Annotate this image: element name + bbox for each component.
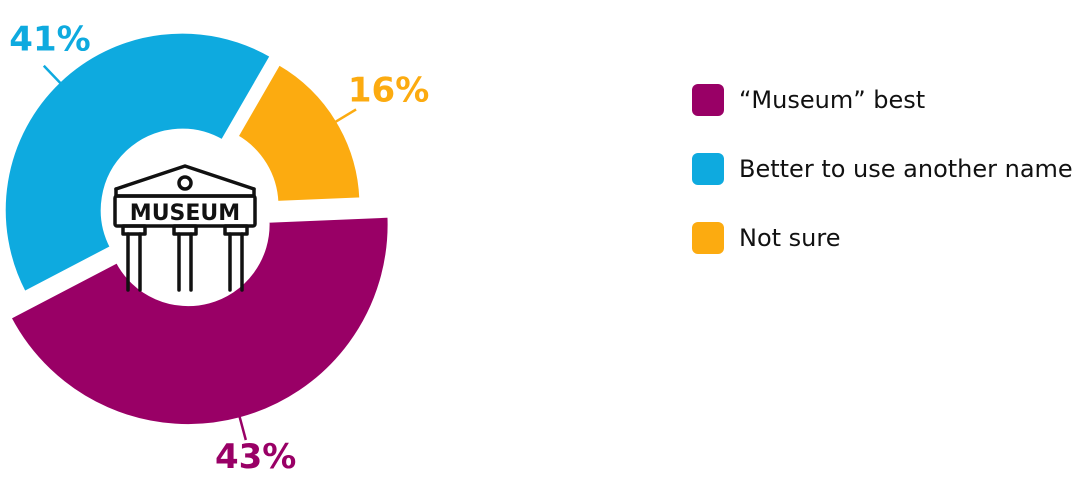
- museum-building-icon: MUSEUM: [105, 133, 265, 293]
- slice-museum-best: [7, 214, 391, 428]
- legend-swatch-another-name: [692, 153, 724, 185]
- legend-swatch-not-sure: [692, 222, 724, 254]
- leader-line: [238, 416, 248, 441]
- leader-line: [334, 108, 357, 123]
- slice-another-name: [2, 30, 274, 295]
- legend-label: Better to use another name: [739, 155, 1073, 183]
- legend: “Museum” best Better to use another name…: [692, 80, 1073, 287]
- leader-line: [42, 64, 62, 84]
- value-label-museum-best: 43%: [215, 437, 296, 477]
- value-label-another-name: 41%: [9, 19, 90, 59]
- slice-not-sure: [234, 61, 363, 204]
- legend-item-museum-best: “Museum” best: [692, 80, 1073, 120]
- legend-label: “Museum” best: [739, 86, 926, 114]
- value-label-not-sure: 16%: [348, 71, 429, 111]
- legend-label: Not sure: [739, 224, 841, 252]
- legend-item-not-sure: Not sure: [692, 218, 1073, 258]
- legend-swatch-museum-best: [692, 84, 724, 116]
- legend-item-another-name: Better to use another name: [692, 149, 1073, 189]
- museum-icon-text: MUSEUM: [130, 201, 240, 226]
